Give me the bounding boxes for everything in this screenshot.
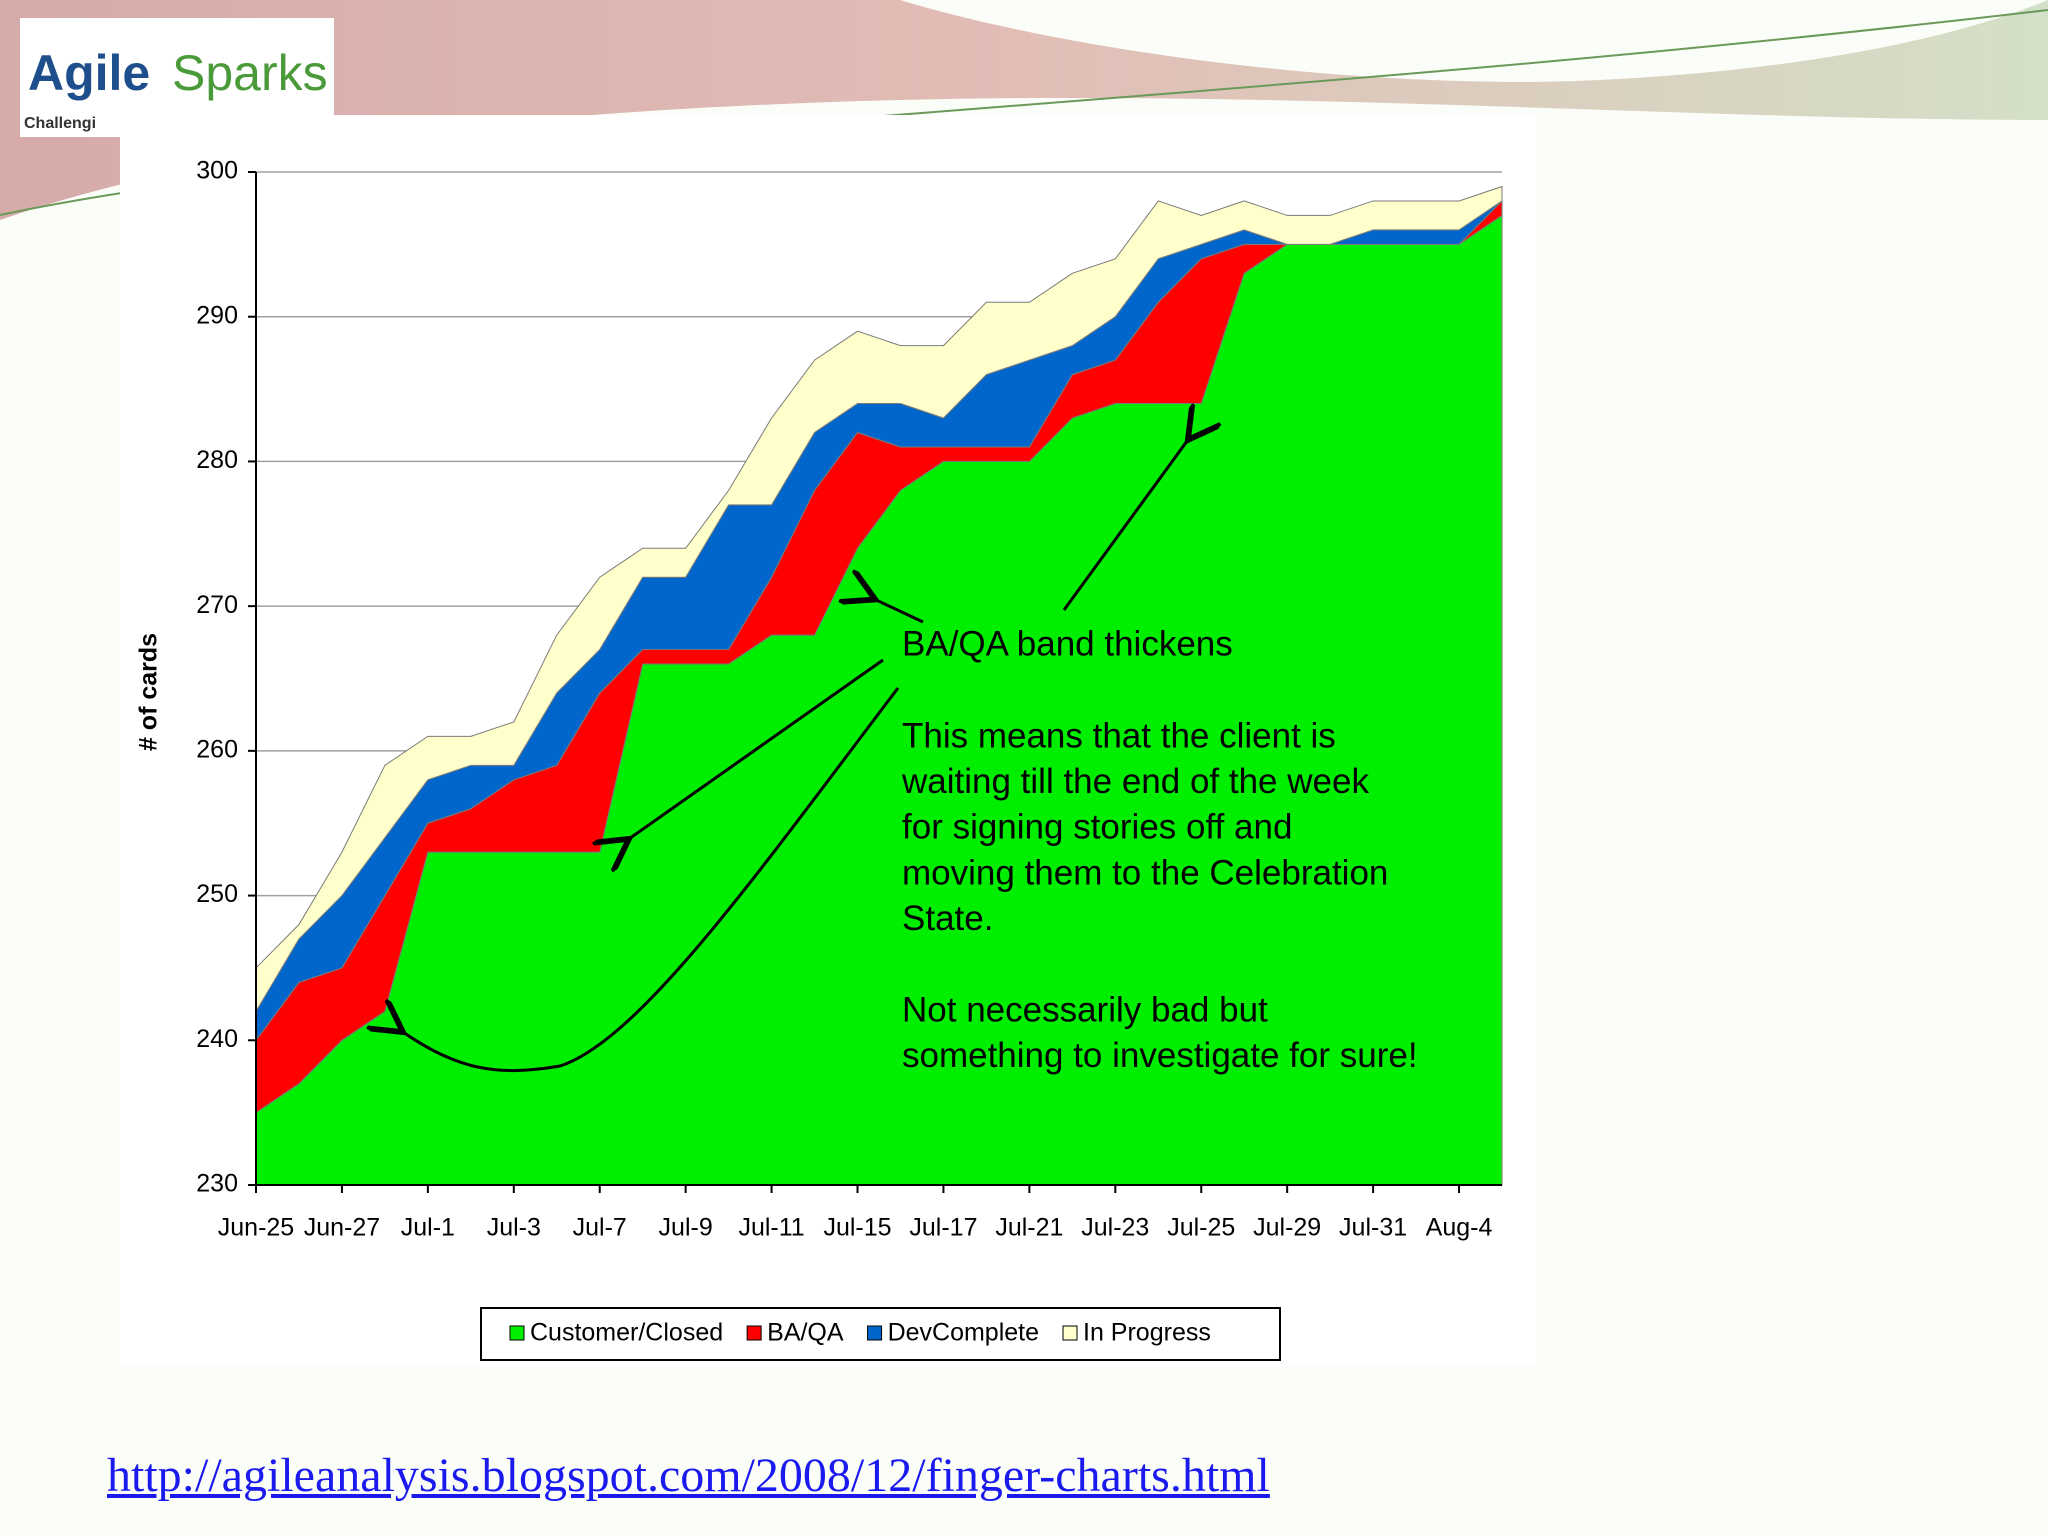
arrows [400,437,1190,1073]
annotation-line: This means that the client is [902,716,1336,755]
annotation-line: State. [902,899,993,938]
x-tick-label: Jul-23 [1081,1214,1149,1242]
annotation-line: for signing stories off and [902,808,1292,847]
annotation-line: something to investigate for sure! [902,1036,1418,1075]
x-tick-label: Jul-25 [1167,1214,1235,1242]
legend-label: Customer/Closed [530,1319,723,1347]
legend: Customer/Closed BA/QA DevComplete In Progre… [509,1319,1211,1347]
legend-label: DevComplete [888,1319,1039,1347]
x-tick-label: Jul-17 [909,1214,977,1242]
y-tick-label: 240 [196,1025,238,1053]
legend-swatch [509,1325,525,1341]
legend-swatch [867,1325,883,1341]
x-tick-label: Jul-9 [659,1214,713,1242]
arrow [626,658,884,841]
x-tick-label: Jul-29 [1253,1214,1321,1242]
logo-word: Sparks [172,45,328,101]
x-tick-label: Jun-25 [218,1214,294,1242]
x-tick-label: Jul-3 [487,1214,541,1242]
arrow [400,687,900,1073]
header-highlight [900,0,2048,82]
area [255,185,1503,1014]
y-tick-label: 290 [196,301,238,329]
x-tick-label: Jul-1 [401,1214,455,1242]
y-tick-label: 260 [196,735,238,763]
x-tick-label: Jul-7 [573,1214,627,1242]
plot: 230 240 250 260 270 280 290 300 Jun-25 Jun-27 Jul-… [196,157,1503,1242]
annotation-line: waiting till the end of the week [901,762,1369,801]
x-tick-label: Jul-31 [1339,1214,1407,1242]
source-link[interactable]: http://agileanalysis.blogspot.com/2008/1… [107,1449,1270,1502]
annotation-line: Not necessarily bad but [902,990,1268,1029]
x-tick-label: Jun-27 [304,1214,380,1242]
x-tick-label: Jul-11 [738,1214,804,1242]
y-tick-label: 270 [196,591,238,619]
y-tick-label: 250 [196,880,238,908]
logo-word: Agile [28,45,150,101]
y-tick-label: 280 [196,446,238,474]
annotation: BA/QA band thickens [902,624,1233,663]
legend-label: In Progress [1083,1319,1211,1347]
y-axis-title: # of cards [135,633,163,751]
x-tick-label: Jul-15 [823,1214,891,1242]
arrow [872,598,924,624]
y-tick-label: 300 [196,157,238,185]
x-tick-label: Jul-21 [995,1214,1063,1242]
arrow [1062,437,1190,611]
logo-tagline: Challengi [24,115,96,132]
legend-label: BA/QA [767,1319,844,1347]
y-tick-label: 230 [196,1170,238,1198]
annotation-text: This means that the client is waiting til… [901,716,1418,1075]
legend-swatch [746,1325,762,1341]
annotation-line: moving them to the Celebration [902,853,1388,892]
legend-swatch [1062,1325,1078,1341]
x-tick-label: Aug-4 [1426,1214,1493,1242]
